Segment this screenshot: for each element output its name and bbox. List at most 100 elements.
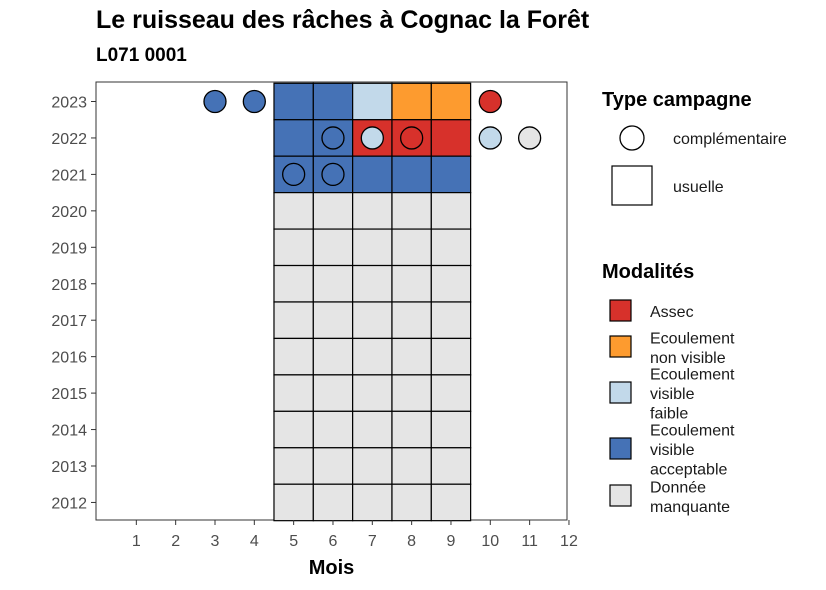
tile-usuelle xyxy=(352,374,393,412)
legend-modalite-key xyxy=(609,335,632,358)
tile-usuelle xyxy=(391,410,432,449)
x-tick-label: 1 xyxy=(132,533,141,550)
tile-usuelle xyxy=(352,410,393,449)
tile-usuelle xyxy=(273,82,314,121)
tile-usuelle xyxy=(312,374,354,412)
x-tick-label: 2 xyxy=(171,533,180,550)
x-axis-title: Mois xyxy=(309,557,355,579)
x-tick-label: 4 xyxy=(250,533,259,550)
tile-usuelle xyxy=(273,410,314,449)
tile-usuelle xyxy=(273,374,314,412)
x-tick-label: 3 xyxy=(211,533,220,550)
legend-modalite-label: manquante xyxy=(650,499,730,516)
legend-modalite-key xyxy=(609,299,632,322)
tile-usuelle xyxy=(312,264,354,303)
tile-usuelle xyxy=(391,483,432,522)
y-tick-label: 2023 xyxy=(51,95,87,112)
tile-usuelle xyxy=(273,337,314,376)
tile-usuelle xyxy=(430,119,472,157)
tile-usuelle xyxy=(352,155,393,194)
x-tick-label: 5 xyxy=(289,533,298,550)
tile-usuelle xyxy=(352,301,393,340)
legend-modalite-label: Ecoulement xyxy=(650,330,735,347)
legend-campagne-title: Type campagne xyxy=(602,89,752,111)
tile-usuelle xyxy=(352,228,393,267)
tile-usuelle xyxy=(391,301,432,340)
tile-usuelle xyxy=(273,301,314,340)
tile-usuelle xyxy=(352,483,393,522)
x-tick-label: 8 xyxy=(407,533,416,550)
point-complementaire xyxy=(399,126,424,150)
tile-usuelle xyxy=(273,192,314,230)
legend-campagne-label: complémentaire xyxy=(673,131,787,148)
y-tick-label: 2013 xyxy=(51,459,87,476)
tile-usuelle xyxy=(430,155,472,194)
x-tick-label: 11 xyxy=(521,533,538,550)
tile-usuelle xyxy=(352,337,393,376)
tile-usuelle xyxy=(273,119,314,157)
tile-usuelle xyxy=(391,447,432,485)
legend-modalite-label: visible xyxy=(650,386,695,403)
y-tick-label: 2012 xyxy=(51,495,87,512)
legend-modalites-title: Modalités xyxy=(602,261,694,283)
y-tick-label: 2018 xyxy=(51,277,87,294)
tile-usuelle xyxy=(352,192,393,230)
tile-usuelle xyxy=(391,192,432,230)
tile-usuelle xyxy=(391,228,432,267)
chart-title: Le ruisseau des râches à Cognac la Forêt xyxy=(96,6,590,34)
tile-usuelle xyxy=(273,483,314,522)
tile-usuelle xyxy=(430,337,472,376)
legend-modalite-key xyxy=(609,381,632,404)
x-tick-label: 6 xyxy=(329,533,338,550)
tile-usuelle xyxy=(312,410,354,449)
y-tick-label: 2022 xyxy=(51,131,87,148)
legend-modalite-key xyxy=(609,484,632,507)
point-complementaire xyxy=(203,89,227,114)
point-complementaire xyxy=(281,162,306,187)
tile-usuelle xyxy=(430,483,472,522)
point-complementaire xyxy=(242,89,266,114)
tile-usuelle xyxy=(430,82,472,121)
tile-usuelle xyxy=(391,337,432,376)
x-tick-label: 7 xyxy=(368,533,377,550)
y-tick-label: 2014 xyxy=(51,423,87,440)
tile-usuelle xyxy=(430,228,472,267)
tile-usuelle xyxy=(312,483,354,522)
chart-subtitle: L071 0001 xyxy=(96,45,187,66)
y-tick-label: 2019 xyxy=(51,240,87,257)
legend-modalite-label: visible xyxy=(650,442,695,459)
tile-usuelle xyxy=(430,374,472,412)
tile-usuelle xyxy=(430,192,472,230)
point-complementaire xyxy=(360,126,384,150)
tile-usuelle xyxy=(312,192,354,230)
point-complementaire xyxy=(321,126,345,150)
legend-campagne-label: usuelle xyxy=(673,179,724,196)
tile-usuelle xyxy=(352,447,393,485)
tile-usuelle xyxy=(391,82,432,121)
tile-usuelle xyxy=(312,447,354,485)
x-tick-label: 10 xyxy=(481,533,499,550)
y-tick-label: 2015 xyxy=(51,386,87,403)
legend-modalite-label: Donnée xyxy=(650,479,706,496)
point-complementaire xyxy=(517,126,542,150)
y-tick-label: 2021 xyxy=(51,167,87,184)
y-tick-label: 2016 xyxy=(51,350,87,367)
tile-usuelle xyxy=(430,301,472,340)
tile-usuelle xyxy=(273,264,314,303)
tile-usuelle xyxy=(430,447,472,485)
y-tick-label: 2017 xyxy=(51,313,87,330)
tile-usuelle xyxy=(352,264,393,303)
tile-usuelle xyxy=(391,374,432,412)
x-tick-label: 12 xyxy=(560,533,578,550)
tile-usuelle xyxy=(312,228,354,267)
legend-modalite-label: acceptable xyxy=(650,462,727,479)
legend-modalite-label: faible xyxy=(650,406,688,423)
legend-modalite-label: Ecoulement xyxy=(650,423,735,440)
legend-modalite-key xyxy=(609,437,632,460)
tile-usuelle xyxy=(391,264,432,303)
tile-usuelle xyxy=(312,337,354,376)
point-complementaire xyxy=(478,89,502,114)
tile-usuelle xyxy=(273,228,314,267)
